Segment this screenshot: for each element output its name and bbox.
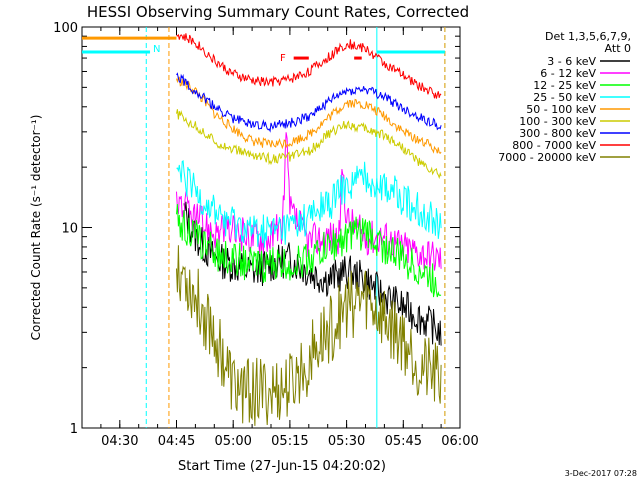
flag-n-label: N [153, 44, 160, 55]
legend-label: 100 - 300 keV [519, 115, 596, 128]
legend-label: 800 - 7000 keV [512, 139, 596, 152]
series-line [176, 245, 442, 426]
x-tick-label: 04:45 [158, 434, 195, 449]
x-tick-label: 05:45 [385, 434, 422, 449]
legend-label: 6 - 12 keV [540, 67, 596, 80]
legend-label: 3 - 6 keV [547, 55, 596, 68]
y-axis-label: Corrected Count Rate (s⁻¹ detector⁻¹) [29, 115, 43, 341]
y-tick-label: 10 [61, 222, 78, 237]
legend-label: 25 - 50 keV [533, 91, 596, 104]
flag-f-label: F [280, 53, 286, 64]
y-tick-label: 100 [53, 21, 78, 36]
series-line [176, 204, 442, 298]
legend-label: 7000 - 20000 keV [498, 151, 596, 164]
series-line [176, 33, 442, 99]
x-tick-label: 05:30 [328, 434, 365, 449]
series-line [176, 72, 442, 133]
x-tick-label: 04:30 [101, 434, 138, 449]
plot-area [82, 27, 446, 428]
x-tick-label: 06:00 [441, 434, 478, 449]
x-axis-label: Start Time (27-Jun-15 04:20:02) [178, 459, 386, 474]
footer-date: 3-Dec-2017 07:28 [565, 469, 637, 478]
series-line [176, 160, 442, 248]
series-line [176, 109, 442, 180]
legend-label: 12 - 25 keV [533, 79, 596, 92]
y-tick-label: 1 [70, 422, 78, 437]
x-tick-label: 05:00 [214, 434, 251, 449]
series-line [176, 76, 442, 155]
legend-subtitle: Att 0 [605, 42, 631, 55]
legend-label: 50 - 100 keV [526, 103, 596, 116]
chart-title: HESSI Observing Summary Count Rates, Cor… [87, 3, 469, 21]
x-tick-label: 05:15 [271, 434, 308, 449]
legend-label: 300 - 800 keV [519, 127, 596, 140]
legend-title: Det 1,3,5,6,7,9, [545, 30, 631, 43]
